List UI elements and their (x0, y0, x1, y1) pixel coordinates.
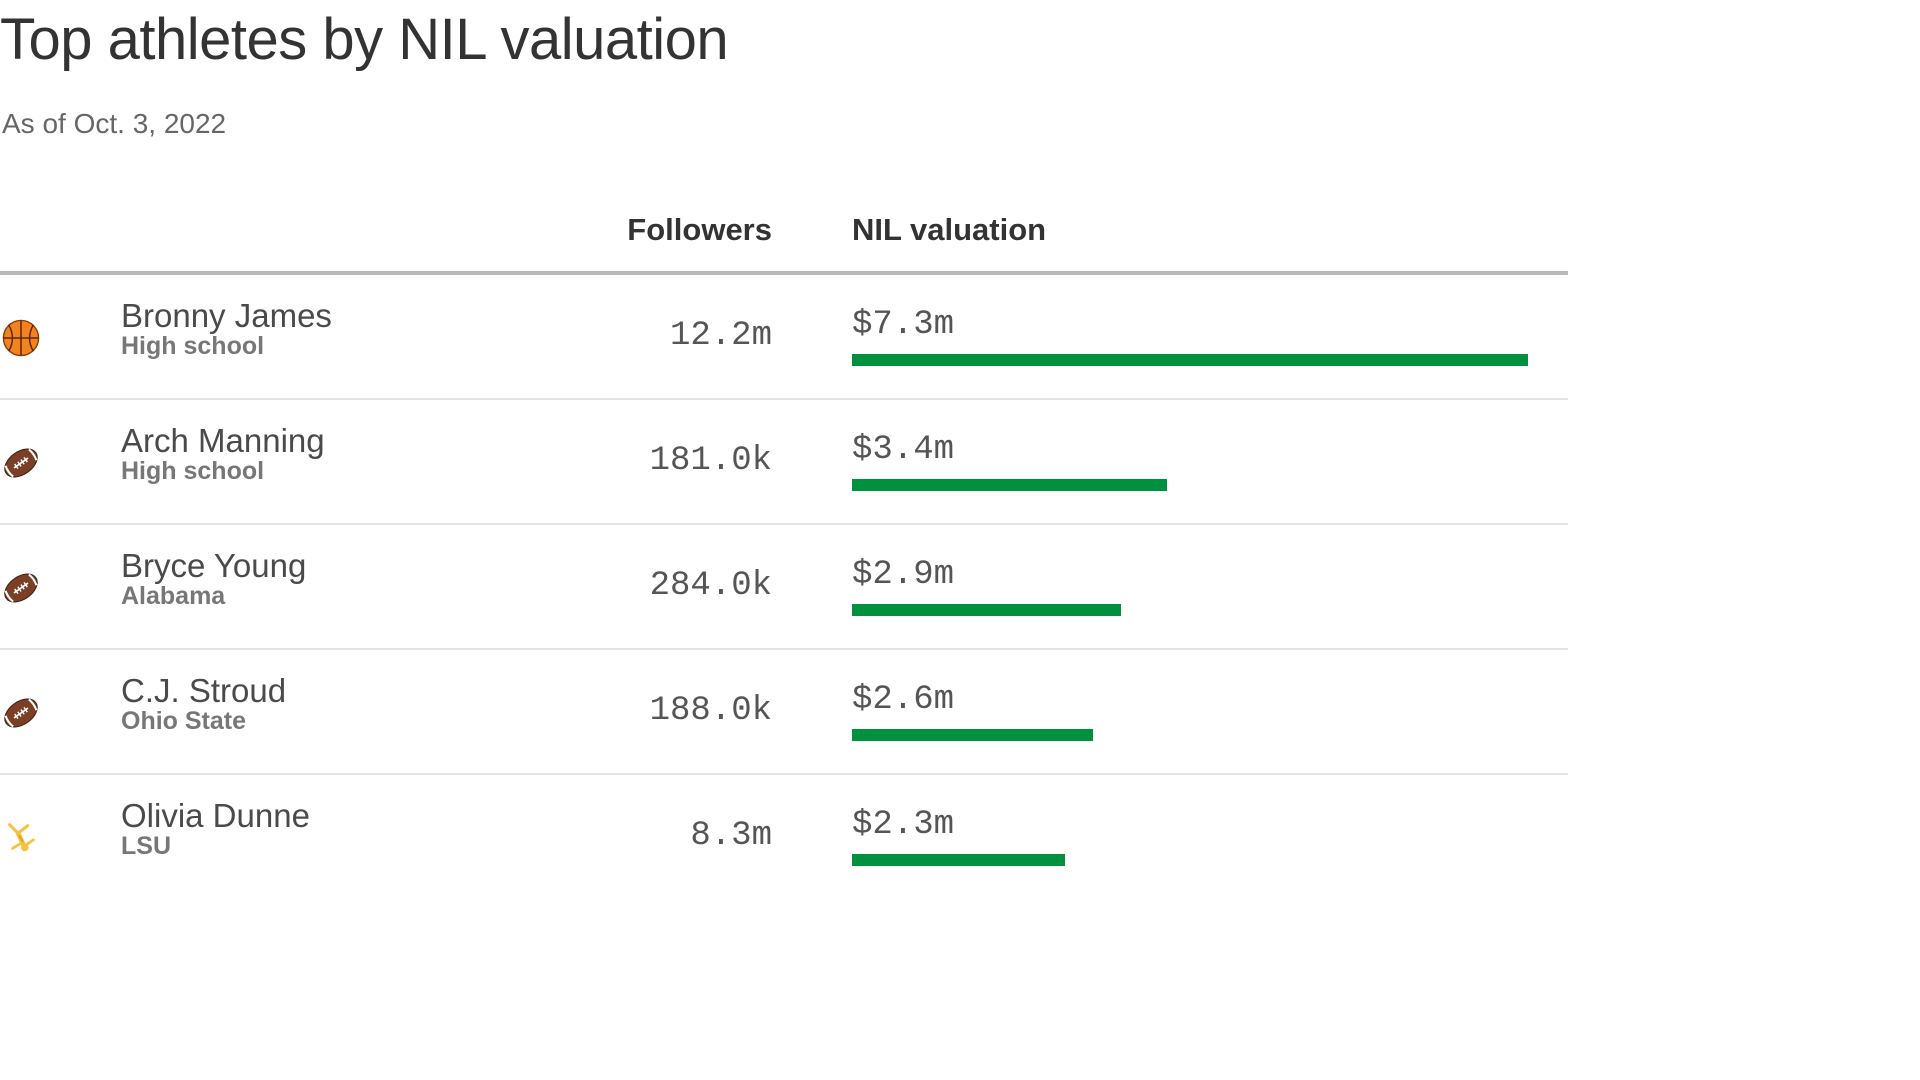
table-row: Bronny James High school 12.2m $7.3m (0, 275, 1568, 400)
followers-count: 8.3m (690, 817, 772, 855)
athlete-school: High school (121, 457, 265, 485)
athlete-school: Alabama (121, 582, 226, 610)
athlete-school: Ohio State (121, 707, 247, 735)
valuation-bar (852, 479, 1167, 491)
table-row: C.J. Stroud Ohio State 188.0k $2.6m (0, 650, 1568, 775)
football-icon (2, 569, 40, 607)
column-header-nil-valuation: NIL valuation (852, 212, 1047, 247)
column-header-followers: Followers (627, 212, 772, 247)
table-row: Bryce Young Alabama 284.0k $2.9m (0, 525, 1568, 650)
valuation-bar (852, 354, 1528, 366)
athlete-name: C.J. Stroud (121, 672, 287, 709)
row-divider (0, 773, 1568, 775)
basketball-icon (2, 319, 40, 357)
valuation-data-label: $7.3m (852, 306, 955, 344)
followers-count: 12.2m (669, 317, 772, 355)
athlete-name: Arch Manning (121, 422, 325, 459)
football-icon (2, 444, 40, 482)
athlete-school: LSU (121, 832, 171, 860)
followers-count: 181.0k (649, 442, 772, 480)
gymnast-icon (2, 819, 40, 857)
followers-count: 284.0k (649, 567, 772, 605)
valuation-bar (852, 604, 1121, 616)
valuation-data-label: $3.4m (852, 431, 955, 469)
athlete-name: Bronny James (121, 297, 332, 334)
valuation-bar (852, 729, 1093, 741)
athlete-name: Olivia Dunne (121, 797, 310, 834)
table-row: Arch Manning High school 181.0k $3.4m (0, 400, 1568, 525)
row-divider (0, 648, 1568, 650)
followers-count: 188.0k (649, 692, 772, 730)
row-divider (0, 523, 1568, 525)
row-divider (0, 398, 1568, 400)
chart-subtitle: As of Oct. 3, 2022 (2, 108, 227, 139)
header-divider (0, 271, 1568, 275)
athlete-school: High school (121, 332, 265, 360)
valuation-data-label: $2.9m (852, 556, 955, 594)
football-icon (2, 694, 40, 732)
athlete-name: Bryce Young (121, 547, 307, 584)
table-row: Olivia Dunne LSU 8.3m $2.3m (0, 775, 1568, 900)
valuation-data-label: $2.3m (852, 806, 955, 844)
valuation-bar (852, 854, 1065, 866)
chart-title: Top athletes by NIL valuation (0, 7, 729, 72)
valuation-data-label: $2.6m (852, 681, 955, 719)
